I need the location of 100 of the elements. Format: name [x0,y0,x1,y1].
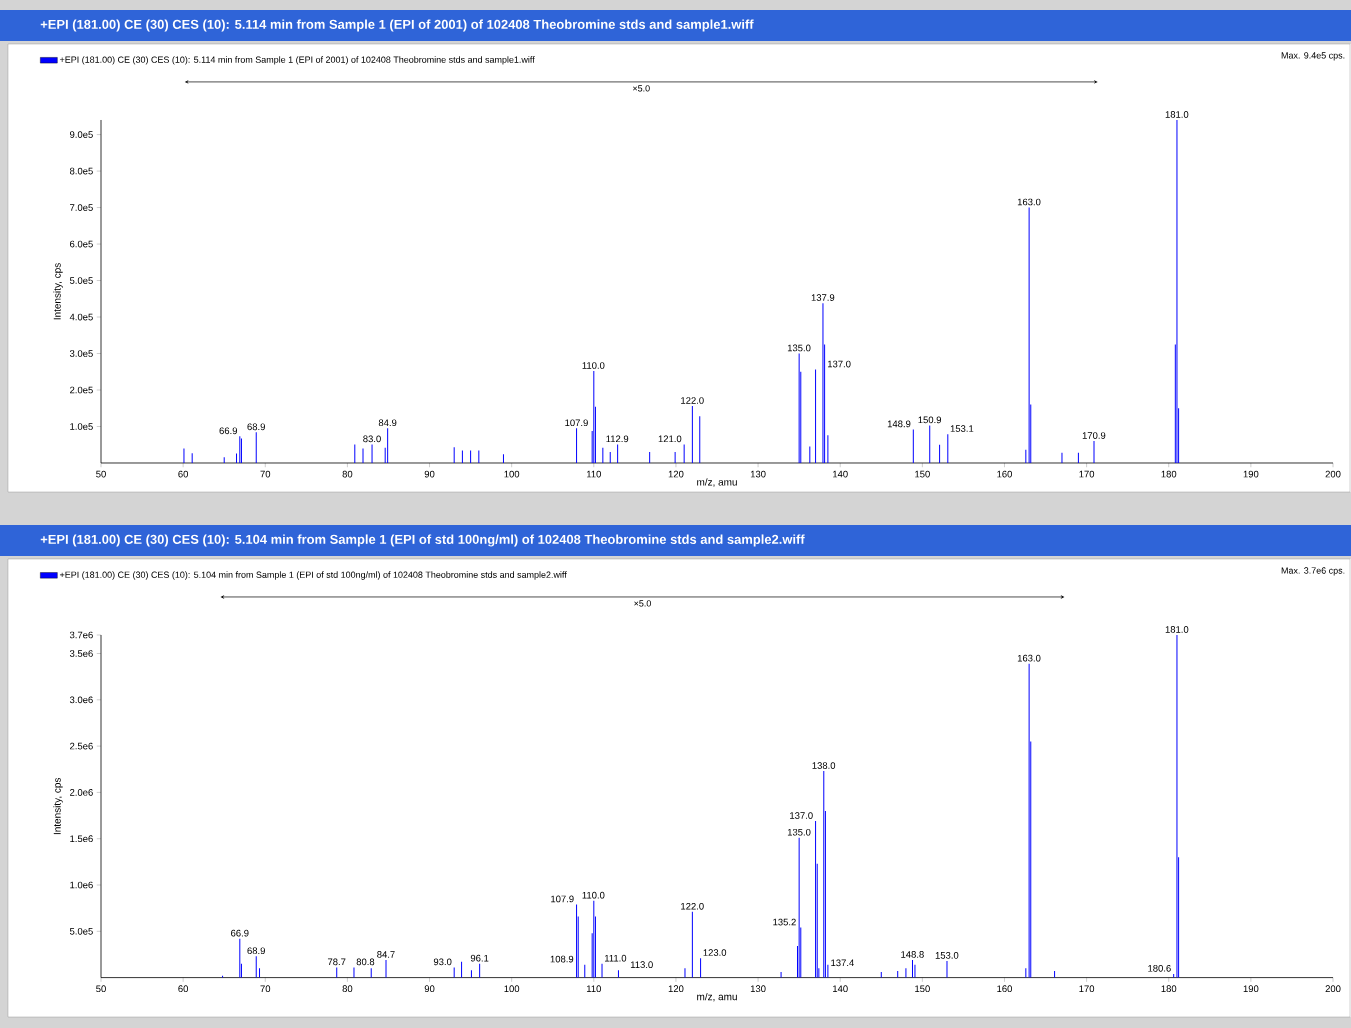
annotation: 112.9 [606,435,629,443]
x-tick-label: 130 [750,470,766,478]
y-tick-label: 2.5e6 [70,742,93,750]
x-tick-label: 50 [96,470,106,478]
annotation: 135.2 [773,918,796,926]
x-tick-label: 150 [915,470,930,478]
y-tick-label: 6.0e5 [70,240,93,248]
x-tick-label: 160 [997,985,1012,993]
annotation: 83.0 [363,435,381,443]
legend-label: +EPI (181.00) CE (30) CES (10): 5.104 min from Sample 1 (EPI of std 100ng/ml) of 102408 Theobromine stds and sample2.wiff [59,571,567,580]
annotation: 84.7 [377,951,395,958]
x-tick-label: 60 [178,470,189,478]
annotation: 150.9 [918,416,942,424]
annotation: 66.9 [231,929,249,937]
x-tick-label: 140 [833,985,848,993]
x-tick-label: 180 [1161,985,1177,993]
y-tick-label: 9.0e5 [69,131,93,138]
annotation: 122.0 [681,902,704,910]
x-tick-label: 90 [424,470,435,478]
y-tick-label: 2.0e5 [70,386,93,394]
annotation: 148.9 [887,420,911,428]
annotation: 180.6 [1148,964,1171,972]
x-tick-label: 120 [668,470,684,478]
text: Max. 3.7e6 cps. [1281,567,1345,576]
annotation: 163.0 [1017,654,1041,662]
annotation: 68.9 [247,947,265,955]
annotation: 181.0 [1165,626,1189,633]
x-axis-title: m/z, amu [697,992,737,1002]
x-tick-label: 110 [586,470,601,478]
y-tick-label: 2.0e6 [70,789,93,796]
x-tick-label: 160 [997,470,1012,478]
annotation: 122.0 [681,397,704,404]
annotation: 110.0 [582,362,605,369]
y-tick-label: 3.0e6 [69,696,93,704]
x-tick-label: 80 [342,470,353,478]
annotation: 137.4 [831,959,854,967]
annotation: 96.1 [470,954,489,962]
x-tick-label: 200 [1325,470,1341,478]
annotation: 113.0 [630,961,653,968]
x-tick-label: 200 [1325,985,1341,993]
chart-title: +EPI (181.00) CE (30) CES (10): 5.114 min from Sample 1 (EPI of 2001) of 102408 Theobromine stds and sample1.wiff [40,19,754,32]
y-tick-label: 7.0e5 [70,204,93,211]
annotation: 111.0 [604,954,627,962]
y-tick-label: 3.7e6 [69,631,93,639]
x-tick-label: 140 [833,470,848,478]
annotation: 107.9 [551,895,574,903]
annotation: 170.9 [1082,432,1106,439]
annotation: 135.0 [787,828,811,836]
annotation: 123.0 [703,949,727,956]
x-tick-label: 90 [424,985,435,993]
annotation: 135.0 [787,344,811,352]
y-axis-title: Intensity, cps [53,263,63,320]
annotation: 107.9 [565,419,588,427]
y-tick-label: 5.0e5 [69,927,93,935]
y-axis-title: Intensity, cps [53,777,63,835]
annotation: 137.0 [827,360,851,368]
y-tick-label: 4.0e5 [69,313,93,321]
y-tick-label: 3.0e5 [69,350,93,357]
annotation: 66.9 [219,427,238,435]
annotation: 68.9 [247,423,265,431]
y-tick-label: 8.0e5 [69,167,93,175]
annotation: 78.7 [327,958,346,966]
x-tick-label: 150 [915,985,930,993]
annotation: 163.0 [1017,198,1041,206]
x-tick-label: 100 [504,985,520,993]
annotation: 153.0 [935,952,959,959]
annotation: 181.0 [1165,111,1189,118]
annotation: 121.0 [658,435,682,443]
annotation: 137.0 [790,812,813,819]
x-tick-label: 130 [750,985,766,993]
x-tick-label: 70 [260,470,271,478]
annotation: 137.9 [811,294,835,301]
x-tick-label: 120 [668,985,684,993]
x-tick-label: 100 [504,470,520,478]
x-tick-label: 70 [260,985,271,993]
annotation: 153.1 [950,425,974,432]
x-tick-label: 190 [1243,985,1259,993]
annotation: 148.8 [901,951,924,958]
y-tick-label: 1.5e6 [70,835,93,843]
text: ×5.0 [634,600,651,607]
annotation: 108.9 [550,955,574,963]
y-tick-label: 1.0e6 [70,881,93,889]
chart-title: +EPI (181.00) CE (30) CES (10): 5.104 min from Sample 1 (EPI of std 100ng/ml) of 102408 Theobromine stds and sample2.wiff [40,534,805,547]
annotation: 110.0 [582,891,605,899]
text: ×5.0 [633,85,650,92]
x-tick-label: 190 [1243,470,1259,478]
x-tick-label: 170 [1079,985,1095,993]
annotation: 80.8 [356,958,375,966]
text: Max. 9.4e5 cps. [1281,52,1345,61]
x-tick-label: 50 [96,985,106,993]
annotation: 84.9 [378,419,397,427]
annotation: 138.0 [812,762,836,769]
x-tick-label: 170 [1079,470,1095,478]
x-tick-label: 60 [178,985,189,993]
x-tick-label: 110 [586,985,601,993]
legend-label: +EPI (181.00) CE (30) CES (10): 5.114 min from Sample 1 (EPI of 2001) of 102408 Theobromine stds and sample1.wiff [59,56,535,65]
x-axis-title: m/z, amu [697,478,737,487]
x-tick-label: 80 [342,985,353,993]
x-tick-label: 180 [1161,470,1177,478]
annotation: 93.0 [433,958,452,966]
